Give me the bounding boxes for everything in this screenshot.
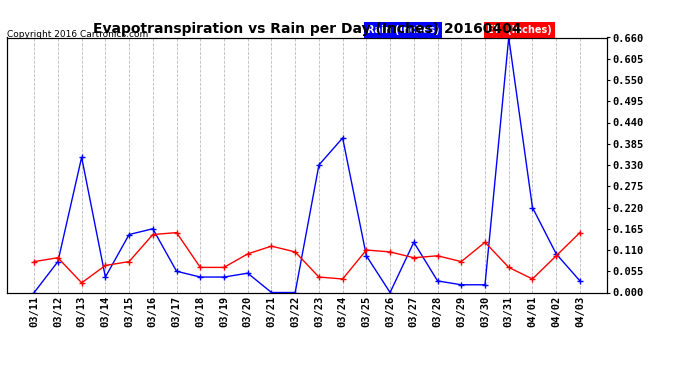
ET  (Inches) — [504, 265, 513, 270]
ET  (Inches) — [244, 252, 252, 256]
Title: Evapotranspiration vs Rain per Day (Inches) 20160404: Evapotranspiration vs Rain per Day (Inch… — [92, 22, 522, 36]
ET  (Inches) — [552, 254, 560, 258]
Rain (Inches) — [148, 226, 157, 231]
Text: Rain (Inches): Rain (Inches) — [367, 25, 440, 35]
Rain (Inches) — [101, 275, 110, 279]
Line: ET  (Inches): ET (Inches) — [32, 230, 582, 286]
ET  (Inches) — [362, 248, 371, 252]
Rain (Inches) — [30, 290, 39, 295]
Text: Copyright 2016 Cartronics.com: Copyright 2016 Cartronics.com — [7, 30, 148, 39]
Rain (Inches) — [481, 282, 489, 287]
ET  (Inches) — [433, 254, 442, 258]
Rain (Inches) — [433, 279, 442, 283]
ET  (Inches) — [410, 255, 418, 260]
Rain (Inches) — [220, 275, 228, 279]
Rain (Inches) — [339, 136, 347, 140]
Rain (Inches) — [196, 275, 204, 279]
ET  (Inches) — [481, 240, 489, 244]
ET  (Inches) — [125, 260, 133, 264]
ET  (Inches) — [148, 232, 157, 237]
Rain (Inches) — [244, 271, 252, 275]
ET  (Inches) — [339, 277, 347, 281]
ET  (Inches) — [529, 277, 537, 281]
Text: ET  (Inches): ET (Inches) — [487, 25, 552, 35]
Rain (Inches) — [504, 35, 513, 40]
ET  (Inches) — [315, 275, 323, 279]
Rain (Inches) — [552, 252, 560, 256]
ET  (Inches) — [386, 250, 394, 254]
Rain (Inches) — [410, 240, 418, 244]
ET  (Inches) — [77, 280, 86, 285]
ET  (Inches) — [101, 263, 110, 268]
Rain (Inches) — [386, 290, 394, 295]
ET  (Inches) — [54, 255, 62, 260]
ET  (Inches) — [291, 250, 299, 254]
Line: Rain (Inches): Rain (Inches) — [32, 35, 582, 295]
Rain (Inches) — [125, 232, 133, 237]
ET  (Inches) — [196, 265, 204, 270]
Rain (Inches) — [77, 155, 86, 159]
ET  (Inches) — [267, 244, 275, 248]
Rain (Inches) — [54, 260, 62, 264]
ET  (Inches) — [220, 265, 228, 270]
Rain (Inches) — [575, 279, 584, 283]
Rain (Inches) — [529, 205, 537, 210]
ET  (Inches) — [172, 230, 181, 235]
Rain (Inches) — [315, 163, 323, 167]
ET  (Inches) — [30, 260, 39, 264]
ET  (Inches) — [457, 260, 466, 264]
Rain (Inches) — [362, 254, 371, 258]
Rain (Inches) — [172, 269, 181, 273]
Rain (Inches) — [291, 290, 299, 295]
Rain (Inches) — [457, 282, 466, 287]
ET  (Inches) — [575, 230, 584, 235]
Rain (Inches) — [267, 290, 275, 295]
